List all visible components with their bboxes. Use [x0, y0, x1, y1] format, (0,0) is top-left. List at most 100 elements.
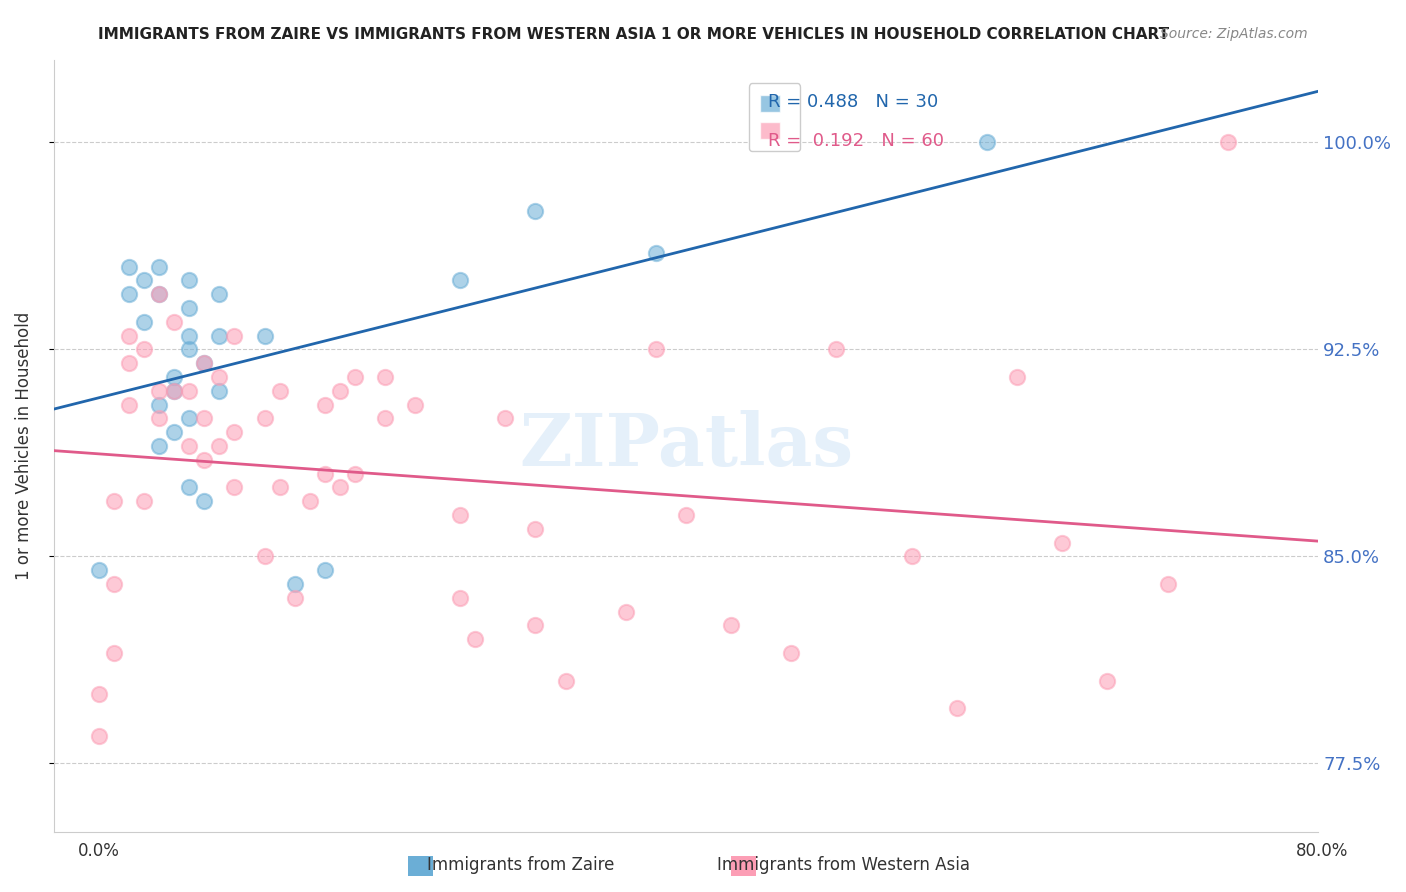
Point	[148, 411, 170, 425]
Point	[134, 343, 156, 357]
Point	[148, 384, 170, 398]
Point	[946, 701, 969, 715]
Point	[524, 204, 547, 219]
Point	[118, 356, 141, 370]
Point	[193, 452, 215, 467]
Point	[208, 287, 231, 301]
Point	[118, 287, 141, 301]
Point	[193, 494, 215, 508]
Point	[976, 136, 998, 150]
Point	[118, 260, 141, 274]
Point	[1216, 136, 1239, 150]
Text: ZIPatlas: ZIPatlas	[519, 410, 853, 482]
Point	[329, 480, 352, 494]
Point	[494, 411, 516, 425]
Point	[1156, 577, 1178, 591]
Point	[163, 425, 186, 440]
Point	[404, 398, 426, 412]
Point	[253, 549, 276, 564]
Text: 80.0%: 80.0%	[1295, 842, 1348, 860]
Point	[134, 494, 156, 508]
Point	[87, 687, 110, 701]
Y-axis label: 1 or more Vehicles in Household: 1 or more Vehicles in Household	[15, 312, 32, 580]
Point	[284, 591, 307, 605]
Point	[253, 411, 276, 425]
Text: R = 0.488   N = 30: R = 0.488 N = 30	[768, 93, 938, 112]
Point	[208, 328, 231, 343]
Point	[193, 356, 215, 370]
Point	[87, 563, 110, 577]
Point	[208, 370, 231, 384]
Text: Immigrants from Western Asia: Immigrants from Western Asia	[717, 855, 970, 873]
Point	[118, 328, 141, 343]
Point	[134, 273, 156, 287]
Point	[179, 273, 201, 287]
Point	[148, 398, 170, 412]
Point	[179, 411, 201, 425]
Text: Immigrants from Zaire: Immigrants from Zaire	[426, 855, 614, 873]
Point	[103, 577, 125, 591]
Text: IMMIGRANTS FROM ZAIRE VS IMMIGRANTS FROM WESTERN ASIA 1 OR MORE VEHICLES IN HOUS: IMMIGRANTS FROM ZAIRE VS IMMIGRANTS FROM…	[98, 27, 1170, 42]
Point	[343, 467, 366, 481]
Text: Source: ZipAtlas.com: Source: ZipAtlas.com	[1160, 27, 1308, 41]
Point	[179, 480, 201, 494]
Point	[449, 273, 471, 287]
Point	[163, 384, 186, 398]
Point	[179, 328, 201, 343]
Point	[148, 287, 170, 301]
Point	[208, 384, 231, 398]
Point	[103, 646, 125, 660]
Point	[269, 384, 291, 398]
Point	[644, 343, 666, 357]
Point	[224, 425, 246, 440]
Point	[900, 549, 922, 564]
Point	[163, 384, 186, 398]
Point	[1005, 370, 1028, 384]
Point	[464, 632, 486, 647]
Point	[343, 370, 366, 384]
Point	[269, 480, 291, 494]
Point	[449, 591, 471, 605]
Point	[87, 729, 110, 743]
Point	[298, 494, 321, 508]
Point	[103, 494, 125, 508]
Point	[208, 439, 231, 453]
Point	[780, 646, 803, 660]
Point	[825, 343, 848, 357]
Point	[314, 467, 336, 481]
Point	[720, 618, 742, 632]
Point	[163, 370, 186, 384]
Point	[118, 398, 141, 412]
Point	[554, 673, 576, 688]
Point	[314, 398, 336, 412]
Point	[193, 411, 215, 425]
Point	[163, 315, 186, 329]
Point	[374, 411, 396, 425]
Point	[224, 328, 246, 343]
Point	[644, 245, 666, 260]
Point	[179, 301, 201, 315]
Point	[524, 522, 547, 536]
Point	[329, 384, 352, 398]
Point	[524, 618, 547, 632]
Point	[1052, 535, 1074, 549]
Legend: , : ,	[748, 83, 800, 152]
Point	[314, 563, 336, 577]
Point	[224, 480, 246, 494]
Point	[179, 439, 201, 453]
Point	[148, 260, 170, 274]
Point	[614, 605, 637, 619]
Point	[179, 384, 201, 398]
Point	[179, 343, 201, 357]
Point	[675, 508, 697, 522]
Text: 0.0%: 0.0%	[77, 842, 120, 860]
Point	[1097, 673, 1119, 688]
Point	[193, 356, 215, 370]
Point	[148, 439, 170, 453]
Point	[134, 315, 156, 329]
Text: R =  0.192   N = 60: R = 0.192 N = 60	[768, 132, 945, 150]
Point	[449, 508, 471, 522]
Point	[284, 577, 307, 591]
Point	[374, 370, 396, 384]
Point	[148, 287, 170, 301]
